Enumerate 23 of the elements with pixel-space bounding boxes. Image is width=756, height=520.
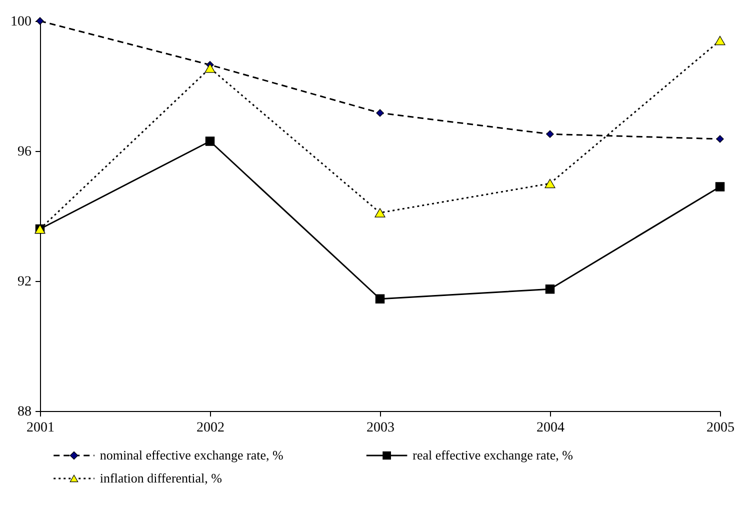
y-tick-label: 96 — [18, 144, 32, 160]
point — [715, 182, 725, 192]
point — [374, 208, 386, 218]
point — [205, 136, 215, 146]
x-tick-label: 2004 — [536, 420, 564, 436]
x-tick-label: 2001 — [26, 420, 54, 436]
point — [544, 178, 556, 188]
point — [376, 109, 384, 117]
point — [546, 130, 554, 138]
y-tick-label: 100 — [10, 14, 32, 30]
point — [716, 135, 724, 143]
point — [545, 284, 555, 294]
x-tick-label: 2005 — [706, 420, 734, 436]
y-tick-label: 92 — [18, 274, 32, 290]
point — [375, 294, 385, 304]
y-tick-label: 88 — [18, 404, 32, 420]
legend-label: inflation differential, % — [100, 470, 222, 486]
legend-label: real effective exchange rate, % — [412, 448, 574, 462]
x-tick-label: 2003 — [366, 420, 394, 436]
x-tick-label: 2002 — [196, 420, 224, 436]
legend-label: nominal effective exchange rate, % — [100, 448, 284, 462]
point — [714, 36, 726, 46]
point — [204, 63, 216, 73]
